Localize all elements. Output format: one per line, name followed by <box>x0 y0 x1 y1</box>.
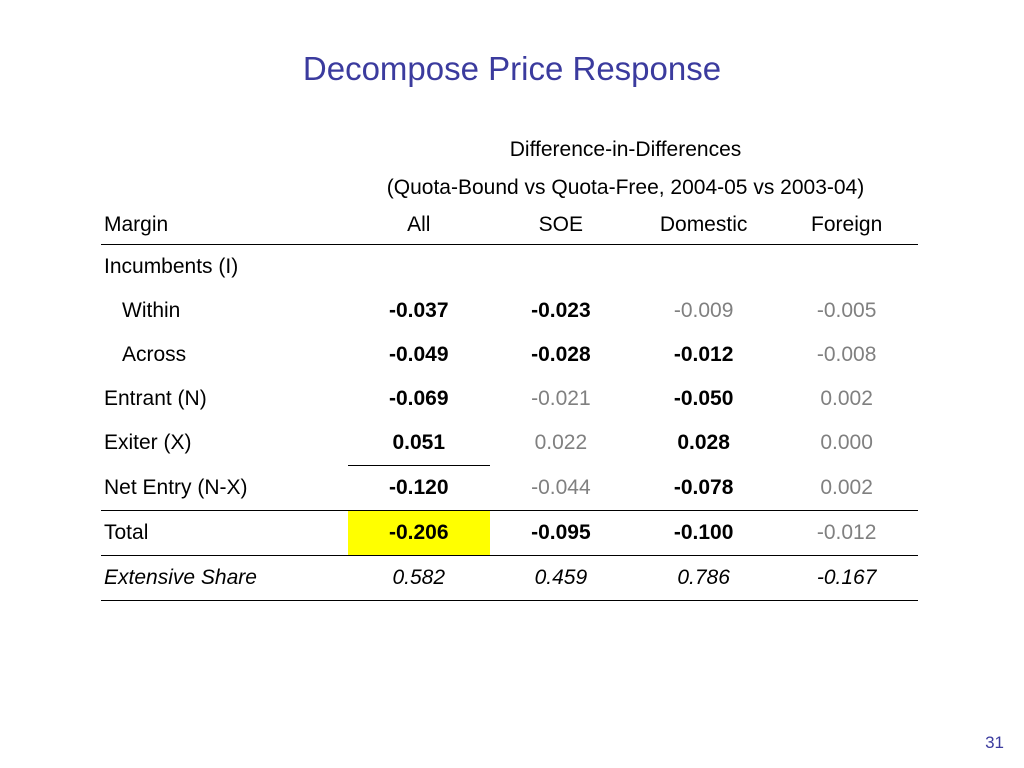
cell-within-soe: -0.023 <box>531 299 591 322</box>
column-header-foreign: Foreign <box>775 204 918 245</box>
cell-across-all: -0.049 <box>388 343 449 366</box>
table-header-line-1: Difference-in-Differences <box>509 138 742 161</box>
results-table: Margin All SOE Domestic Foreign Incumben… <box>101 204 918 601</box>
cell-exiter-foreign: 0.000 <box>820 431 873 455</box>
table-row: Entrant (N) -0.069 -0.021 -0.050 0.002 <box>101 377 918 421</box>
cell-exiter-all: 0.051 <box>347 421 490 466</box>
cell-total-soe: -0.095 <box>489 510 632 556</box>
row-label-net-entry: Net Entry (N-X) <box>101 465 348 511</box>
row-label-entrant: Entrant (N) <box>104 387 207 410</box>
cell-entrant-foreign: 0.002 <box>820 387 873 410</box>
cell-within-foreign: -0.005 <box>816 299 877 322</box>
cell-net-entry-soe: -0.044 <box>489 465 632 511</box>
slide-title: Decompose Price Response <box>302 50 722 87</box>
cell-total-all-highlighted: -0.206 <box>347 510 490 556</box>
row-label-incumbents: Incumbents (I) <box>104 255 239 278</box>
row-label-within: Within <box>122 299 181 322</box>
cell-entrant-domestic: -0.050 <box>673 387 734 410</box>
table-row: Incumbents (I) <box>101 245 918 290</box>
row-label-across: Across <box>122 343 187 366</box>
column-header-domestic: Domestic <box>631 204 776 245</box>
cell-extensive-share-soe: 0.459 <box>489 555 632 601</box>
table-row: Within -0.037 -0.023 -0.009 -0.005 <box>101 289 918 333</box>
cell-total-foreign: -0.012 <box>775 510 918 556</box>
cell-net-entry-domestic: -0.078 <box>631 465 776 511</box>
cell-within-domestic: -0.009 <box>673 299 734 322</box>
table-row: Across -0.049 -0.028 -0.012 -0.008 <box>101 333 918 377</box>
cell-extensive-share-foreign: -0.167 <box>775 555 918 601</box>
cell-across-foreign: -0.008 <box>816 343 877 366</box>
cell-entrant-soe: -0.021 <box>531 387 591 410</box>
cell-exiter-domestic: 0.028 <box>677 431 730 455</box>
row-label-extensive-share: Extensive Share <box>101 555 348 601</box>
table-header-line-2: (Quota-Bound vs Quota-Free, 2004-05 vs 2… <box>386 176 865 199</box>
cell-extensive-share-domestic: 0.786 <box>631 555 776 601</box>
table-row: Exiter (X) 0.051 0.022 0.028 0.000 <box>101 421 918 466</box>
table-row: Net Entry (N-X) -0.120 -0.044 -0.078 0.0… <box>101 465 918 511</box>
cell-net-entry-all: -0.120 <box>347 465 490 511</box>
cell-extensive-share-all: 0.582 <box>347 555 490 601</box>
row-label-total: Total <box>101 510 348 556</box>
column-header-margin: Margin <box>101 204 348 245</box>
column-header-row: Margin All SOE Domestic Foreign <box>101 204 918 245</box>
table-row: Extensive Share 0.582 0.459 0.786 -0.167 <box>101 555 918 601</box>
cell-entrant-all: -0.069 <box>388 387 449 410</box>
cell-exiter-soe: 0.022 <box>534 431 588 455</box>
cell-across-soe: -0.028 <box>531 343 591 366</box>
page-number: 31 <box>985 733 1004 752</box>
cell-net-entry-foreign: 0.002 <box>775 465 918 511</box>
table-row: Total -0.206 -0.095 -0.100 -0.012 <box>101 510 918 556</box>
column-header-soe: SOE <box>489 204 632 245</box>
cell-total-domestic: -0.100 <box>631 510 776 556</box>
column-header-all: All <box>347 204 490 245</box>
cell-across-domestic: -0.012 <box>673 343 734 366</box>
row-label-exiter: Exiter (X) <box>104 431 192 455</box>
cell-within-all: -0.037 <box>388 299 449 322</box>
